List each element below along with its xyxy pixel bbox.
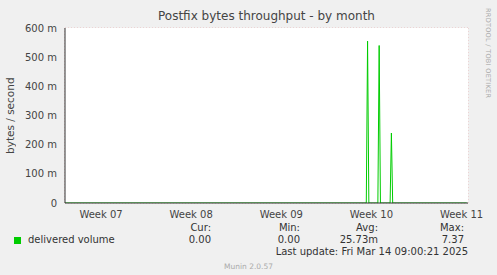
html-text:bytes / second: bytes / second [4, 77, 16, 154]
svg-text:200 m: 200 m [25, 139, 57, 150]
svg-text:Week 08: Week 08 [170, 209, 213, 220]
html-text:Min:: Min: [278, 222, 300, 233]
html-text:Cur:: Cur: [190, 222, 211, 233]
html-text:delivered volume: delivered volume [28, 234, 115, 245]
html-text:25.73m: 25.73m [339, 234, 378, 245]
html-text:Munin 2.0.57: Munin 2.0.57 [224, 262, 273, 271]
svg-text:100 m: 100 m [25, 168, 57, 179]
svg-text:600 m: 600 m [25, 23, 57, 34]
svg-text:0: 0 [51, 198, 57, 209]
svg-text:Week 11: Week 11 [440, 209, 483, 220]
svg-text:500 m: 500 m [25, 52, 57, 63]
svg-text:Week 09: Week 09 [260, 209, 303, 220]
svg-text:Week 07: Week 07 [79, 209, 122, 220]
html-text:Avg:: Avg: [356, 222, 378, 233]
html-text:RRDTOOL / TOBI OETIKER: RRDTOOL / TOBI OETIKER [484, 8, 492, 99]
html-text:7.37: 7.37 [441, 234, 464, 245]
svg-text:300 m: 300 m [25, 110, 57, 121]
html-text:Last update: Fri Mar 14 09:00:: Last update: Fri Mar 14 09:00:21 2025 [275, 246, 468, 257]
svg-text:Week 10: Week 10 [350, 209, 393, 220]
html-text:Max:: Max: [440, 222, 464, 233]
svg-text:400 m: 400 m [25, 81, 57, 92]
html-text:0.00: 0.00 [188, 234, 211, 245]
html-text:Postfix bytes throughput - by: Postfix bytes throughput - by month [158, 9, 375, 23]
html-text:0.00: 0.00 [277, 234, 300, 245]
